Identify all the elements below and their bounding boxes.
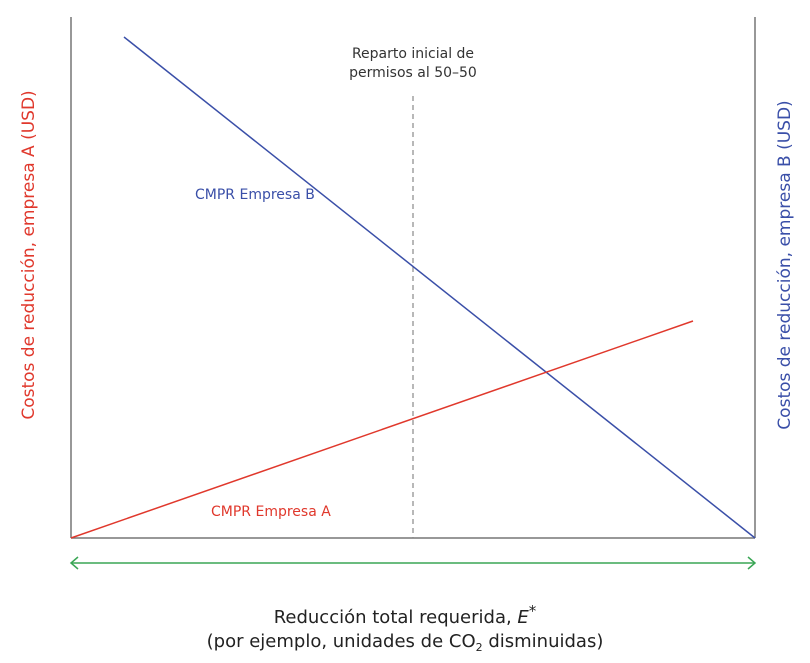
annotation-label: Reparto inicial de permisos al 50–50 bbox=[333, 45, 493, 83]
annotation-line2: permisos al 50–50 bbox=[349, 65, 477, 81]
series-a-line bbox=[70, 320, 694, 539]
annotation-line1: Reparto inicial de bbox=[351, 46, 475, 62]
x-axis-label: Reducción total requerida, E* (por ejemp… bbox=[0, 599, 810, 660]
series-b-line bbox=[123, 36, 756, 539]
y-axis-right-label: Costos de reducción, empresa B (USD) bbox=[775, 100, 795, 430]
y-axis-left-label: Costos de reducción, empresa A (USD) bbox=[19, 90, 39, 420]
double-arrow bbox=[69, 556, 757, 570]
x-axis-label-line2: (por ejemplo, unidades de CO2 disminuida… bbox=[206, 631, 604, 654]
series-a-label: CMPR Empresa A bbox=[211, 504, 331, 520]
series-b-label: CMPR Empresa B bbox=[195, 187, 315, 203]
x-axis-label-line1: Reducción total requerida, E* bbox=[273, 602, 537, 628]
